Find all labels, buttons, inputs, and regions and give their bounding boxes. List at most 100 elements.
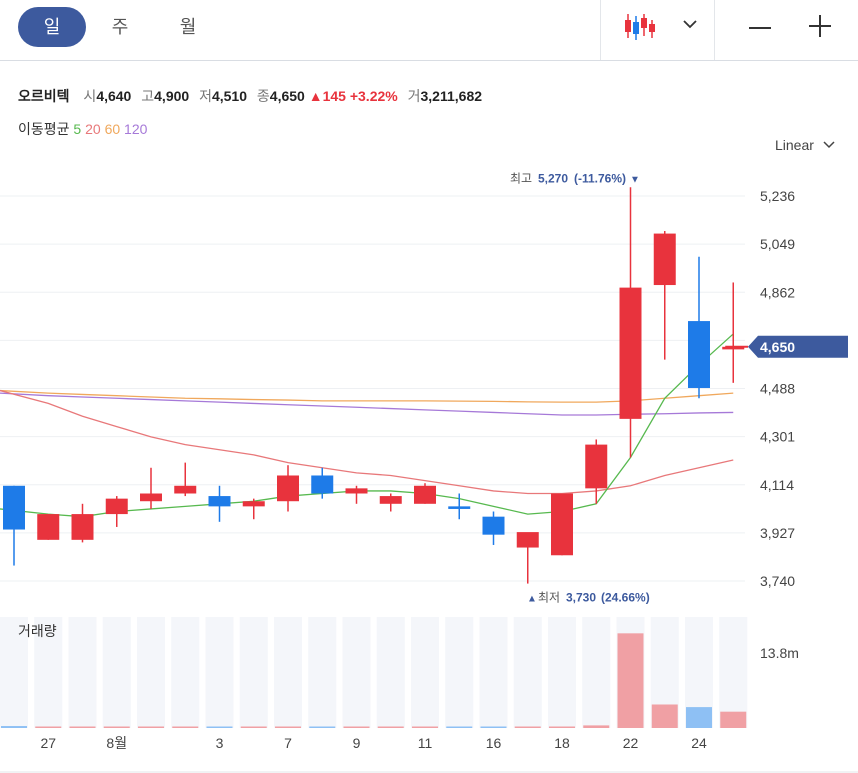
chart-type-dropdown[interactable] — [680, 14, 700, 34]
chevron-down-icon — [683, 20, 697, 29]
candle-body — [105, 498, 128, 515]
volume-bg-column — [685, 617, 713, 728]
close-value: 4,650 — [269, 88, 305, 104]
change-value: ▲145 — [308, 88, 346, 104]
zoom-in-button[interactable] — [806, 12, 834, 40]
x-tick-label: 11 — [418, 735, 433, 751]
close-label: 종 — [256, 88, 270, 104]
volume-bg-column — [650, 617, 679, 728]
scale-selector[interactable]: Linear — [775, 137, 836, 153]
volume-bar — [35, 726, 62, 728]
y-tick-label: 4,862 — [760, 284, 795, 300]
volume-bar — [138, 726, 164, 728]
candle-body — [311, 475, 334, 494]
open-label: 시 — [83, 88, 97, 104]
current-price-value: 4,650 — [760, 339, 795, 355]
volume-bar — [549, 726, 575, 728]
zoom-out-button[interactable] — [746, 14, 774, 42]
volume-bg-column — [342, 617, 371, 728]
candle-body — [414, 485, 436, 504]
plus-icon — [809, 15, 831, 37]
candlestick-icon — [625, 14, 655, 40]
candle-body — [242, 501, 265, 507]
volume-bg-column — [239, 617, 268, 728]
high-annotation-pct: (-11.76%) — [574, 171, 626, 185]
tab-week[interactable]: 주 — [111, 17, 129, 37]
volume-bg-column — [582, 617, 611, 728]
volume-bg-column — [411, 617, 439, 728]
candle-body — [653, 233, 676, 286]
candle-body — [208, 496, 231, 507]
high-value: 4,900 — [154, 88, 190, 104]
low-annotation-pct: (24.66%) — [601, 591, 650, 605]
volume-bar — [69, 726, 96, 728]
volume-tick-label: 13.8m — [760, 645, 799, 661]
x-tick-label: 27 — [40, 735, 56, 751]
ma120-line — [0, 392, 734, 416]
low-annotation-marker: ▲ — [527, 594, 537, 605]
scale-label: Linear — [775, 137, 814, 153]
low-label: 저 — [199, 88, 212, 104]
candle-body — [688, 321, 710, 388]
ma120-legend: 120 — [124, 121, 148, 137]
ma5-line — [0, 333, 734, 518]
toolbar-divider — [714, 0, 715, 60]
candle-body — [619, 287, 642, 419]
volume-bar — [480, 726, 507, 728]
tab-month[interactable]: 월 — [179, 17, 197, 37]
volume-bg-column — [479, 617, 508, 728]
open-value: 4,640 — [96, 88, 132, 104]
minus-icon — [749, 27, 771, 29]
high-annotation-marker: ▼ — [630, 174, 640, 185]
volume-bar — [514, 726, 541, 728]
candle-body — [585, 444, 608, 489]
volume-bar — [1, 726, 27, 728]
volume-bar — [412, 726, 438, 728]
volume-bg-column — [376, 617, 405, 728]
volume-bar — [309, 726, 336, 728]
chart-type-button[interactable] — [622, 12, 658, 42]
x-tick-label: 18 — [554, 735, 570, 751]
candle-body — [448, 506, 471, 509]
volume-bar — [686, 707, 712, 728]
volume-bar — [377, 726, 404, 728]
high-annotation-label: 최고 — [510, 171, 532, 185]
volume-label: 거 — [407, 88, 421, 104]
volume-bar — [343, 726, 370, 728]
volume-bg-column — [205, 617, 234, 728]
volume-bg-column — [137, 617, 165, 728]
ma5-legend: 5 — [73, 121, 82, 137]
volume-bg-column — [102, 617, 131, 728]
volume-bg-column — [274, 617, 302, 728]
volume-bar — [720, 711, 747, 728]
volume-bar — [651, 704, 678, 728]
ma60-legend: 60 — [104, 121, 121, 137]
y-tick-label: 4,488 — [760, 381, 795, 397]
candle-body — [722, 346, 745, 350]
x-tick-label: 9 — [353, 735, 361, 751]
candle-body — [71, 514, 94, 540]
volume-bar — [617, 633, 644, 728]
volume-bg-column — [0, 617, 28, 728]
x-tick-label: 22 — [623, 735, 639, 751]
candle-body — [482, 516, 505, 535]
tab-day[interactable]: 일 — [18, 7, 86, 47]
x-tick-label: 3 — [216, 735, 224, 751]
y-tick-label: 5,236 — [760, 188, 795, 204]
candle-body — [174, 485, 197, 494]
volume-bg-column — [68, 617, 97, 728]
x-tick-label: 16 — [486, 735, 502, 751]
y-tick-label: 5,049 — [760, 236, 795, 252]
y-tick-label: 4,114 — [760, 477, 794, 493]
ma60-line — [0, 389, 734, 403]
volume-bg-column — [445, 617, 474, 728]
change-percent: +3.22% — [349, 88, 398, 104]
volume-bar — [103, 726, 130, 728]
volume-bg-column — [308, 617, 337, 728]
candle-body — [551, 493, 573, 556]
x-tick-label: 8월 — [106, 735, 127, 751]
volume-bar — [172, 726, 199, 728]
high-annotation-value: 5,270 — [538, 171, 568, 185]
volume-bg-column — [548, 617, 576, 728]
